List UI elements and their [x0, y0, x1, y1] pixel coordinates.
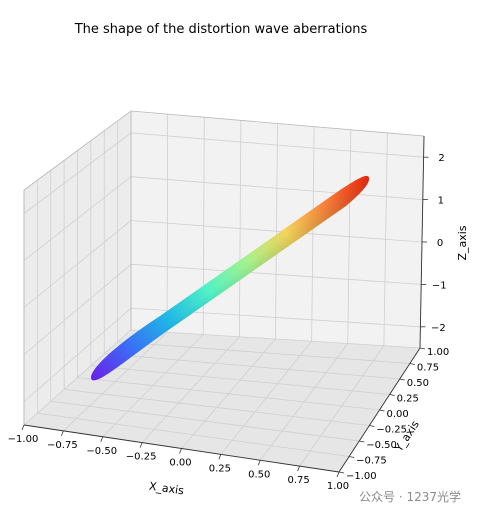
y-tick-label: 0.25: [397, 394, 419, 405]
y-tick-label: 1.00: [427, 347, 449, 358]
x-tick-label: 1.00: [327, 481, 349, 492]
x-tick-label: −1.00: [8, 434, 39, 445]
chart-title: The shape of the distortion wave aberrat…: [74, 22, 368, 37]
z-tick-label: 0: [437, 238, 443, 249]
z-axis-ticks: −2 −1 0 1 2: [420, 153, 447, 334]
y-tick-label: −0.25: [376, 425, 407, 436]
z-axis-label: Z_axis: [456, 225, 469, 260]
x-tick-label: 0.50: [248, 469, 270, 480]
x-axis-ticks: −1.00 −0.75 −0.50 −0.25 0.00 0.25 0.50 0.75 1.00: [8, 424, 349, 492]
surface-shading: [91, 175, 370, 381]
surface: [91, 175, 370, 381]
y-tick-label: −1.00: [346, 471, 377, 482]
y-axis-label: Y_axis: [392, 418, 422, 455]
z-tick-label: −1: [432, 280, 447, 291]
x-tick-label: 0.75: [287, 475, 309, 486]
z-tick-label: −2: [431, 323, 446, 334]
y-tick-label: −0.50: [366, 440, 397, 451]
x-axis-label: X_axis: [148, 480, 185, 498]
x-tick-label: 0.25: [209, 463, 231, 474]
z-tick-label: 1: [438, 196, 444, 207]
x-tick-label: 0.00: [169, 458, 191, 469]
pane-edges: [23, 110, 425, 425]
y-tick-label: −0.75: [356, 456, 387, 467]
y-axis-ticks: −1.00 −0.75 −0.50 −0.25 0.00 0.25 0.50 0.75 1.00: [338, 347, 449, 482]
y-tick-label: 0.50: [407, 378, 429, 389]
x-tick-label: −0.50: [86, 446, 117, 457]
y-tick-label: 0.00: [387, 409, 409, 420]
watermark-text: 公众号 · 1237光学: [359, 489, 461, 504]
y-tick-label: 0.75: [417, 363, 439, 374]
z-tick-label: 2: [438, 153, 444, 164]
x-tick-label: −0.75: [47, 440, 78, 451]
x-tick-label: −0.25: [126, 452, 157, 463]
